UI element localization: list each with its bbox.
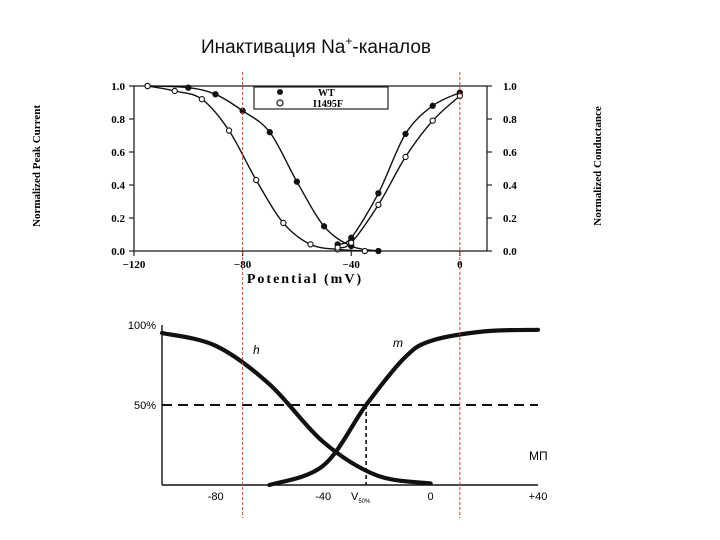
top-point-wt-activation xyxy=(402,130,409,137)
top-curve-wt-inactivation xyxy=(147,85,379,252)
top-right-ytick-label: 0.0 xyxy=(503,246,517,258)
title-main: Инактивация Na xyxy=(201,37,346,58)
bottom-curve-h xyxy=(159,330,433,486)
top-labels: 0.0 0.0 0.2 0.2 0.4 0.4 0.6 0.6 0.8 0.8 1.0 1.0 −120… xyxy=(111,81,517,271)
top-legend: WT I1495F xyxy=(253,86,389,110)
top-right-y-label: Normalized Conductance xyxy=(592,106,604,226)
top-point-wt-inactivation xyxy=(320,223,328,230)
top-right-ytick-label: 0.4 xyxy=(503,180,517,192)
top-point-i1495f-activation xyxy=(429,117,436,124)
legend-marker-i1495f xyxy=(276,99,284,107)
bottom-ytick-label: 100% xyxy=(128,320,156,332)
top-point-i1495f-inactivation xyxy=(307,241,314,248)
top-point-wt-inactivation xyxy=(375,247,382,255)
top-point-i1495f-inactivation xyxy=(280,219,287,227)
top-point-i1495f-activation xyxy=(402,153,409,161)
bottom-curve-m xyxy=(267,327,541,488)
top-x-axis-label: Potential (mV) xyxy=(247,272,363,287)
legend-box xyxy=(253,86,389,110)
bottom-curves xyxy=(159,327,541,488)
top-point-wt-activation xyxy=(375,190,382,197)
v50-label-sub: 50% xyxy=(358,499,371,505)
legend-marker-wt xyxy=(277,89,283,95)
top-right-ytick-label: 0.2 xyxy=(503,213,517,225)
curve-label-h: h xyxy=(253,343,260,357)
top-left-ytick-label: 0.8 xyxy=(111,114,125,126)
bottom-xtick-label: -80 xyxy=(208,491,224,503)
slide-title: Инактивация Na+-каналов xyxy=(201,34,431,58)
top-curve-i1495f-inactivation xyxy=(147,85,365,252)
top-left-ytick-label: 0.4 xyxy=(111,180,125,192)
bottom-x-axis-label: МП xyxy=(529,449,548,463)
v50-label-main: V xyxy=(351,491,359,503)
top-points xyxy=(144,82,463,255)
curve-label-m: m xyxy=(393,336,403,350)
bottom-chart: 100%50%-80 -40 0 +40 h m МП V50% xyxy=(128,320,548,505)
legend-label-wt: WT xyxy=(318,88,335,99)
top-point-i1495f-inactivation xyxy=(171,87,178,95)
top-curves xyxy=(147,85,461,252)
top-point-i1495f-inactivation xyxy=(144,82,151,90)
top-point-i1495f-inactivation xyxy=(225,127,233,134)
top-left-ytick-label: 0.0 xyxy=(111,246,125,258)
top-point-wt-activation xyxy=(429,102,436,109)
top-point-i1495f-activation xyxy=(334,244,341,251)
top-xtick-label: −120 xyxy=(123,259,146,271)
top-left-ytick-label: 0.2 xyxy=(111,213,125,225)
top-axes xyxy=(129,85,492,256)
top-point-wt-inactivation xyxy=(293,178,301,185)
bottom-xtick-label: 0 xyxy=(428,491,434,503)
top-curve-i1495f-activation xyxy=(337,95,461,249)
top-point-i1495f-inactivation xyxy=(361,247,368,255)
top-point-wt-inactivation xyxy=(185,84,192,91)
top-left-ytick-label: 1.0 xyxy=(111,81,125,93)
top-point-i1495f-activation xyxy=(348,239,355,246)
top-xtick-label: −40 xyxy=(343,259,361,271)
guide-lines xyxy=(242,72,461,518)
top-point-i1495f-activation xyxy=(375,201,382,208)
top-right-ytick-label: 0.6 xyxy=(503,147,517,159)
top-right-ytick-label: 0.8 xyxy=(503,114,517,126)
top-point-wt-inactivation xyxy=(212,91,219,98)
top-right-ytick-label: 1.0 xyxy=(503,81,517,93)
top-point-wt-inactivation xyxy=(266,129,273,136)
bottom-xtick-label: -40 xyxy=(315,491,331,503)
top-point-i1495f-inactivation xyxy=(198,96,206,103)
bottom-ytick-label: 50% xyxy=(134,400,156,412)
top-plot-frame xyxy=(133,85,488,252)
top-left-ytick-label: 0.6 xyxy=(111,147,125,159)
title-tail: -каналов xyxy=(352,37,431,58)
top-chart: 0.0 0.0 0.2 0.2 0.4 0.4 0.6 0.6 0.8 0.8 1.0 1.0 −120… xyxy=(31,81,604,287)
bottom-labels: 100% 50% -80 -40 0 +40 xyxy=(128,320,547,503)
legend-label-i1495f: I1495F xyxy=(313,99,343,110)
bottom-xtick-label: +40 xyxy=(529,491,548,503)
top-left-y-label: Normalized Peak Current xyxy=(31,105,43,227)
top-point-i1495f-inactivation xyxy=(253,176,260,184)
v50-label: V50% xyxy=(351,491,371,505)
title-superscript: + xyxy=(345,34,352,48)
